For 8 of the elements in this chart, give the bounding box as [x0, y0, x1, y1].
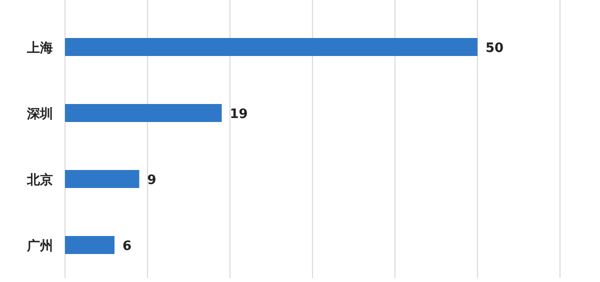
category-label: 广州 — [27, 239, 53, 254]
category-label: 上海 — [27, 41, 53, 56]
category-label: 北京 — [27, 173, 53, 188]
data-label: 6 — [122, 239, 132, 254]
category-label: 深圳 — [27, 107, 53, 122]
data-label: 50 — [486, 41, 504, 56]
data-label: 9 — [147, 173, 156, 188]
data-label: 19 — [230, 107, 248, 122]
